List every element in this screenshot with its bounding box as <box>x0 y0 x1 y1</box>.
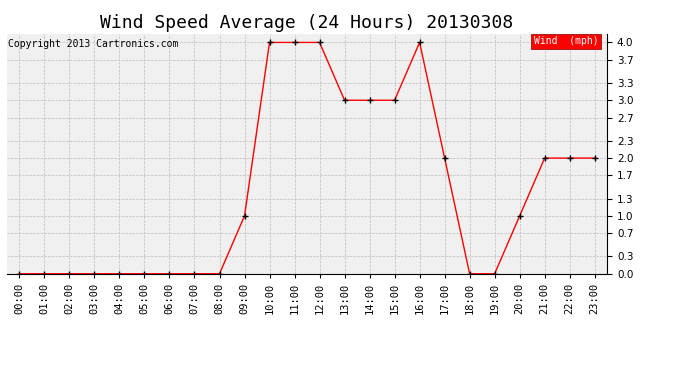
Text: Copyright 2013 Cartronics.com: Copyright 2013 Cartronics.com <box>8 39 179 48</box>
Text: Wind  (mph): Wind (mph) <box>533 36 598 46</box>
Title: Wind Speed Average (24 Hours) 20130308: Wind Speed Average (24 Hours) 20130308 <box>101 14 513 32</box>
